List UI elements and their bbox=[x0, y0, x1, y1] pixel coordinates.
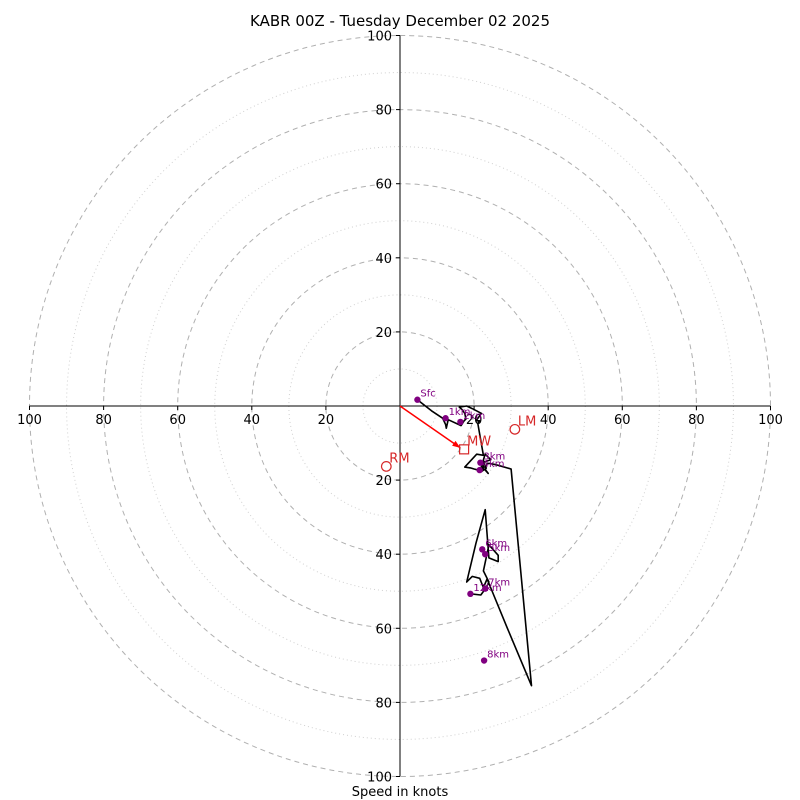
height-marker-5km bbox=[482, 551, 489, 558]
storm-motion-marker-LM bbox=[509, 423, 521, 435]
x-axis-label: Speed in knots bbox=[352, 785, 449, 800]
shear-vector bbox=[399, 405, 461, 449]
y-tick-label: 80 bbox=[375, 696, 392, 711]
storm-motion-marker-RM bbox=[380, 460, 392, 472]
hodograph-trace bbox=[416, 399, 533, 687]
x-tick-label: 100 bbox=[758, 413, 783, 428]
y-tick-label: 80 bbox=[375, 104, 392, 119]
y-tick-label: 60 bbox=[375, 178, 392, 193]
x-tick-label: 40 bbox=[540, 413, 557, 428]
storm-motions: RM LM MW bbox=[380, 414, 536, 472]
y-tick-label: 20 bbox=[375, 474, 392, 489]
x-tick-label: 40 bbox=[244, 413, 261, 428]
height-marker-Sfc bbox=[414, 396, 421, 403]
height-marker-6km bbox=[479, 546, 486, 553]
height-label-8km: 8km bbox=[487, 650, 509, 661]
height-marker-1km bbox=[442, 415, 449, 422]
x-tick-label: 60 bbox=[614, 413, 631, 428]
height-label-1km: 1km bbox=[449, 407, 471, 418]
y-tick-label: 60 bbox=[375, 622, 392, 637]
height-label-Sfc: Sfc bbox=[420, 389, 435, 400]
x-tick-label: 60 bbox=[169, 413, 186, 428]
y-tick-label: 100 bbox=[367, 771, 392, 786]
height-label-5km: 5km bbox=[488, 543, 510, 554]
storm-motion-marker-MW bbox=[458, 444, 470, 455]
x-tick-label: 80 bbox=[688, 413, 705, 428]
y-tick-label: 40 bbox=[375, 548, 392, 563]
chart-title: KABR 00Z - Tuesday December 02 2025 bbox=[250, 12, 550, 30]
x-tick-label: 100 bbox=[17, 413, 42, 428]
height-marker-3km bbox=[477, 459, 484, 466]
height-marker-12km bbox=[467, 590, 474, 598]
storm-motion-label-LM: LM bbox=[518, 414, 536, 429]
height-marker-7km bbox=[482, 585, 489, 592]
height-marker-4km bbox=[476, 466, 483, 474]
height-label-4km: 4km bbox=[483, 459, 505, 470]
height-marker-2km bbox=[457, 418, 464, 426]
y-tick-label: 40 bbox=[375, 252, 392, 267]
tick-labels: 100 80 60 40 20 20 40 60 80 100100806040202040608… bbox=[17, 30, 783, 786]
y-tick-label: 100 bbox=[367, 30, 392, 45]
height-label-2km: 2km bbox=[463, 411, 485, 422]
x-tick-label: 20 bbox=[318, 413, 335, 428]
height-label-12km: 12km bbox=[473, 583, 501, 594]
storm-motion-label-RM: RM bbox=[389, 451, 409, 466]
shear-vector-line bbox=[399, 405, 461, 449]
height-label-7km: 7km bbox=[488, 578, 510, 589]
x-tick-label: 80 bbox=[95, 413, 112, 428]
storm-motion-label-MW: MW bbox=[467, 434, 491, 449]
height-marker-8km bbox=[480, 657, 488, 664]
y-tick-label: 20 bbox=[375, 326, 392, 341]
hodograph-line bbox=[416, 399, 533, 687]
shear-vector-arrowhead bbox=[452, 440, 461, 448]
height-label-3km: 3km bbox=[483, 452, 505, 463]
height-label-6km: 6km bbox=[485, 538, 507, 549]
